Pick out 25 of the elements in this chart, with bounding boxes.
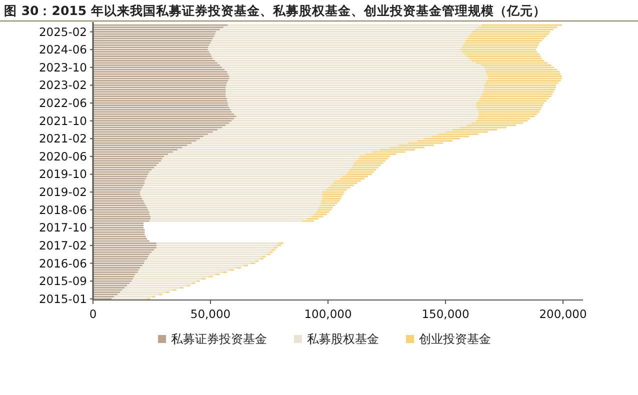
chart-title: 图 30：2015 年以来我国私募证券投资基金、私募股权基金、创业投资基金管理规模（亿元） xyxy=(4,3,546,18)
y-tick-label: 2018-06 xyxy=(38,202,87,217)
y-tick-label: 2021-02 xyxy=(38,132,87,146)
legend-label: 私募证券投资基金 xyxy=(171,332,267,346)
legend-label: 创业投资基金 xyxy=(419,332,491,346)
x-tick-label: 100,000 xyxy=(304,307,352,321)
x-tick-label: 50,000 xyxy=(190,307,231,321)
x-tick-label: 0 xyxy=(89,307,97,321)
y-tick-label: 2016-06 xyxy=(38,256,87,270)
y-tick-label: 2023-10 xyxy=(38,60,87,74)
y-tick-label: 2023-02 xyxy=(38,78,87,92)
y-tick-label: 2015-01 xyxy=(38,292,87,306)
y-tick-label: 2019-02 xyxy=(38,185,87,200)
legend-label: 私募股权基金 xyxy=(307,332,379,346)
y-tick-label: 2025-02 xyxy=(38,24,87,39)
y-tick-label: 2024-06 xyxy=(38,42,87,57)
y-tick-label: 2017-02 xyxy=(38,238,87,252)
y-tick-label: 2020-06 xyxy=(38,149,87,164)
y-tick-label: 2015-09 xyxy=(38,274,87,288)
x-tick-label: 200,000 xyxy=(539,307,587,321)
y-tick-label: 2022-06 xyxy=(38,96,87,110)
y-tick-label: 2021-10 xyxy=(38,114,87,128)
y-tick-label: 2017-10 xyxy=(38,220,87,235)
x-tick-label: 150,000 xyxy=(422,307,470,321)
y-tick-label: 2019-10 xyxy=(38,167,87,182)
